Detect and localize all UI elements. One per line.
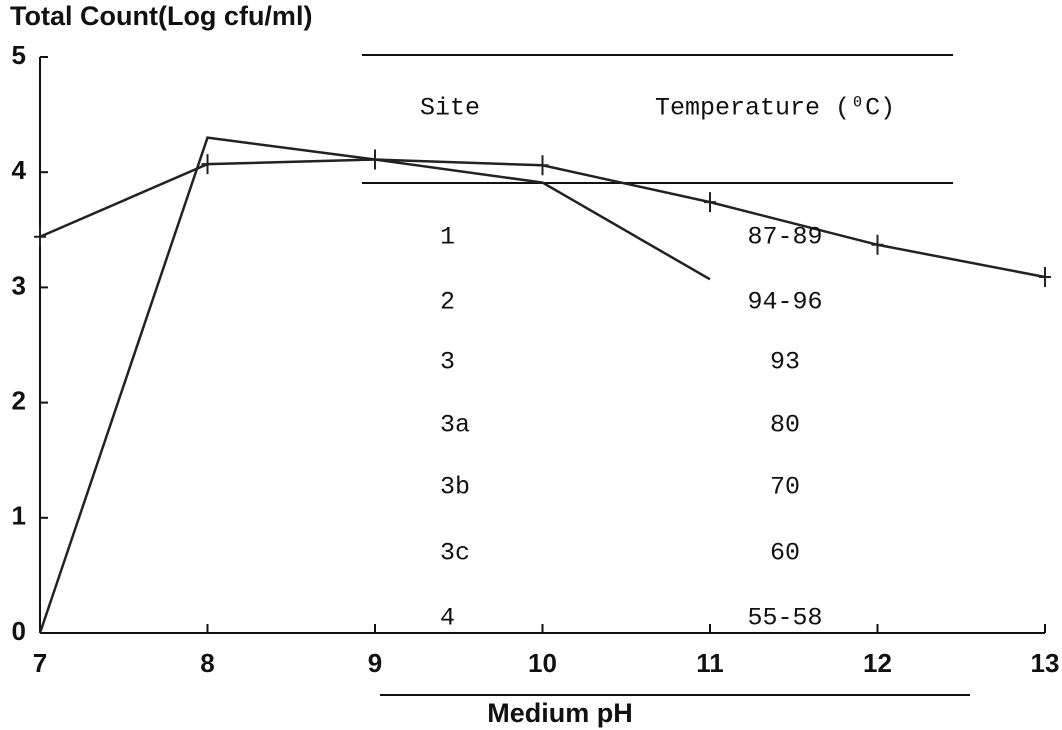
table-cell: 80 (770, 411, 800, 440)
table-header: Site (420, 94, 480, 123)
x-tick-label: 7 (33, 648, 47, 678)
table-cell: 3 (440, 348, 455, 377)
x-tick-label: 11 (696, 648, 724, 678)
table-cell: 70 (770, 473, 800, 502)
table-header: Temperature (⁰C) (655, 94, 895, 123)
table-cell: 3b (440, 473, 470, 502)
table-cell: 93 (770, 348, 800, 377)
x-tick-label: 8 (200, 648, 214, 678)
point-marker (704, 192, 716, 213)
x-tick-label: 9 (368, 648, 382, 678)
y-tick-label: 5 (12, 40, 26, 70)
y-tick-label: 1 (12, 501, 26, 531)
point-marker (201, 154, 214, 175)
point-marker (1039, 267, 1051, 288)
table-cell: 1 (440, 223, 455, 252)
point-marker (536, 155, 549, 176)
y-tick-label: 3 (12, 270, 26, 300)
y-tick-label: 2 (12, 385, 26, 415)
table-cell: 4 (440, 604, 455, 633)
table-cell: 3c (440, 539, 470, 568)
series-line (38, 136, 711, 634)
point-marker (871, 234, 884, 255)
x-tick-label: 13 (1031, 648, 1060, 678)
table-cell: 3a (440, 411, 470, 440)
y-axis-title: Total Count(Log cfu/ml) (10, 1, 312, 31)
x-axis-title: Medium pH (487, 698, 633, 728)
x-tick-label: 12 (863, 648, 892, 678)
table-cell: 55-58 (747, 604, 822, 633)
point-marker (34, 226, 46, 247)
x-tick-label: 10 (528, 648, 557, 678)
table-cell: 87-89 (747, 223, 822, 252)
y-tick-label: 4 (12, 155, 27, 185)
series-line (39, 158, 1046, 279)
table-cell: 94-96 (747, 288, 822, 317)
y-tick-label: 0 (12, 616, 26, 646)
table-cell: 60 (770, 539, 800, 568)
table-cell: 2 (440, 288, 455, 317)
